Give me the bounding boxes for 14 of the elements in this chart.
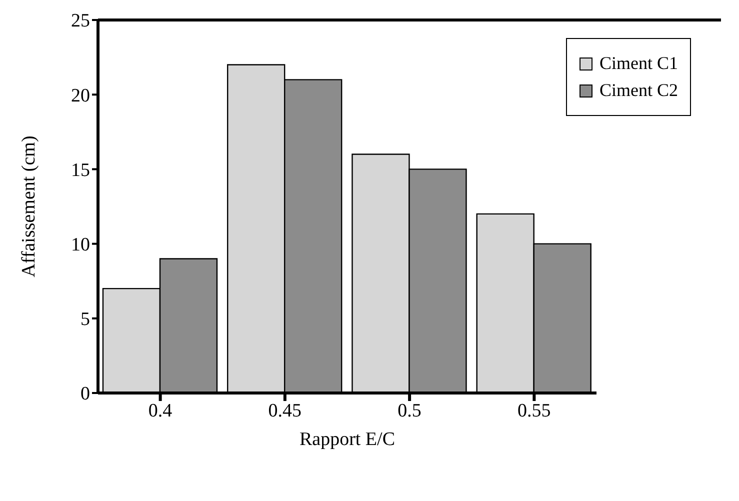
y-axis-title: Affaissement (cm) [18, 136, 40, 278]
y-tick-label: 10 [71, 234, 90, 256]
y-tick-label: 5 [80, 309, 90, 330]
y-tick-label: 20 [71, 85, 90, 106]
x-tick-label: 0.55 [518, 400, 551, 422]
x-tick-label: 0.4 [148, 400, 173, 422]
y-tick-label: 25 [71, 10, 90, 32]
x-tick-label: 0.45 [268, 400, 302, 422]
legend-label: Ciment C1 [599, 53, 678, 74]
legend-label: Ciment C2 [599, 80, 678, 101]
x-tick-label: 0.5 [398, 400, 422, 422]
y-tick-label: 15 [71, 160, 90, 181]
y-tick-label: 0 [80, 384, 90, 405]
x-axis-title: Rapport E/C [299, 429, 396, 450]
